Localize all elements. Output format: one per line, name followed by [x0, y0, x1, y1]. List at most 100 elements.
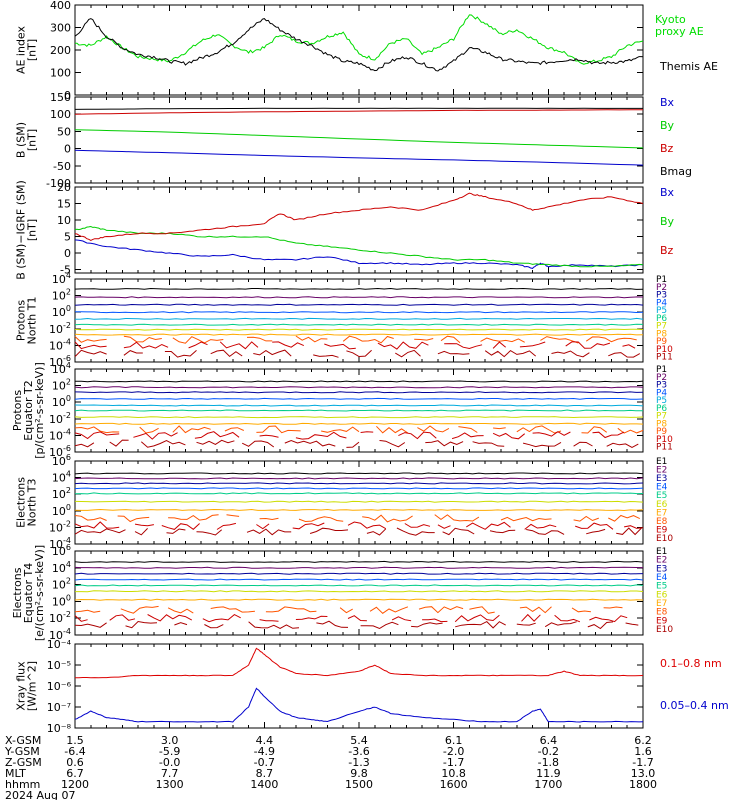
level-line: [74, 422, 644, 425]
series-line: [74, 149, 644, 166]
level-line: [396, 527, 435, 536]
level-line: [295, 431, 347, 440]
legend-label: E5: [656, 582, 667, 592]
level-line: [74, 416, 644, 419]
y-axis-label: Xray flux: [15, 661, 28, 711]
level-line: [125, 620, 158, 629]
level-line: [516, 425, 562, 434]
y-tick-label: 10-2: [49, 321, 71, 336]
legend-label: Bz: [660, 142, 674, 155]
level-line: [526, 529, 565, 535]
level-line: [74, 328, 644, 331]
y-axis-label: AE index: [15, 25, 28, 74]
y-axis-label: Electrons: [11, 567, 24, 618]
level-line: [224, 427, 245, 432]
level-line: [74, 426, 120, 434]
level-line: [134, 523, 154, 527]
level-line: [347, 615, 367, 622]
legend-label: P7: [656, 322, 667, 332]
y-tick-label: 102: [52, 288, 71, 303]
level-line: [253, 349, 292, 357]
ephemeris-value: -3.6: [348, 745, 369, 758]
level-line: [226, 514, 240, 517]
level-line: [75, 590, 644, 593]
y-axis-label: Protons: [15, 300, 28, 341]
level-line: [259, 517, 279, 521]
level-line: [168, 514, 219, 521]
y-tick-label: 100: [50, 67, 71, 80]
ephemeris-value: 0.6: [66, 756, 84, 769]
level-line: [411, 622, 443, 628]
ephemeris-value: -0.2: [538, 745, 559, 758]
ephemeris-value: 13.0: [631, 767, 656, 780]
level-line: [74, 584, 644, 587]
y-tick-label: 10⁻⁵: [47, 659, 71, 672]
level-line: [74, 622, 107, 628]
level-line: [608, 352, 641, 358]
level-line: [522, 441, 562, 448]
legend-label: P9: [656, 427, 667, 437]
level-line: [74, 492, 644, 495]
level-line: [295, 335, 328, 343]
level-line: [134, 528, 148, 536]
ephemeris-value: -6.4: [64, 745, 85, 758]
y-tick-label: 5: [64, 231, 71, 244]
level-line: [339, 607, 353, 614]
legend-label: P8: [656, 419, 667, 429]
level-line: [437, 524, 451, 529]
level-line: [606, 442, 639, 448]
ephemeris-value: 7.7: [161, 767, 179, 780]
y-tick-label: 10⁻⁶: [47, 680, 72, 693]
level-line: [202, 614, 241, 623]
level-line: [379, 440, 406, 448]
level-line: [575, 522, 614, 530]
level-line: [74, 521, 120, 529]
legend-label: E7: [656, 508, 667, 518]
level-line: [540, 336, 579, 344]
y-tick-label: 10⁻⁷: [47, 701, 71, 714]
level-line: [74, 397, 644, 400]
y-tick-label: 10-6: [49, 444, 71, 459]
level-line: [196, 529, 223, 536]
level-line: [75, 380, 644, 383]
y-tick-label: 104: [52, 470, 71, 485]
legend-label: By: [660, 215, 675, 228]
level-line: [362, 514, 413, 523]
level-line: [133, 432, 178, 440]
ephemeris-value: -0.7: [254, 756, 275, 769]
level-line: [519, 606, 552, 614]
level-line: [472, 441, 505, 447]
level-line: [573, 515, 599, 522]
level-line: [466, 521, 511, 530]
level-line: [74, 528, 126, 535]
level-line: [444, 343, 483, 350]
ephemeris-table: X-GSM 1.5 3.0 4.4 5.4 6.1 6.4 6.2Y-GSM -6.4 -5.9-…: [4, 734, 657, 800]
level-line: [74, 386, 644, 389]
y-tick-label: -5: [60, 264, 71, 277]
level-line: [581, 426, 607, 434]
legend-label: Themis AE: [659, 60, 718, 73]
panel-bsm: -100 -50 0 50 100 150 B (SM)[nT] Bx By Bz Bmag: [15, 91, 693, 190]
level-line: [608, 514, 641, 522]
legend-label: P9: [656, 337, 667, 347]
level-line: [442, 527, 475, 536]
y-tick-label: 100: [52, 304, 71, 319]
ephemeris-value: 11.9: [536, 767, 561, 780]
y-axis-label: B (SM): [15, 122, 28, 158]
y-axis-label: [nT]: [26, 39, 39, 61]
legend-label: E10: [656, 534, 673, 544]
level-line: [259, 434, 279, 438]
ephemeris-row-label: X-GSM: [5, 734, 41, 747]
level-line: [74, 500, 644, 503]
ephemeris-value: 6.1: [445, 734, 463, 747]
level-line: [174, 622, 188, 626]
ephemeris-value: -5.9: [159, 745, 180, 758]
level-line: [571, 607, 591, 613]
legend-label: E9: [656, 525, 668, 535]
level-line: [346, 349, 372, 358]
level-line: [172, 336, 224, 344]
level-line: [74, 477, 644, 480]
series-line: [74, 647, 644, 679]
